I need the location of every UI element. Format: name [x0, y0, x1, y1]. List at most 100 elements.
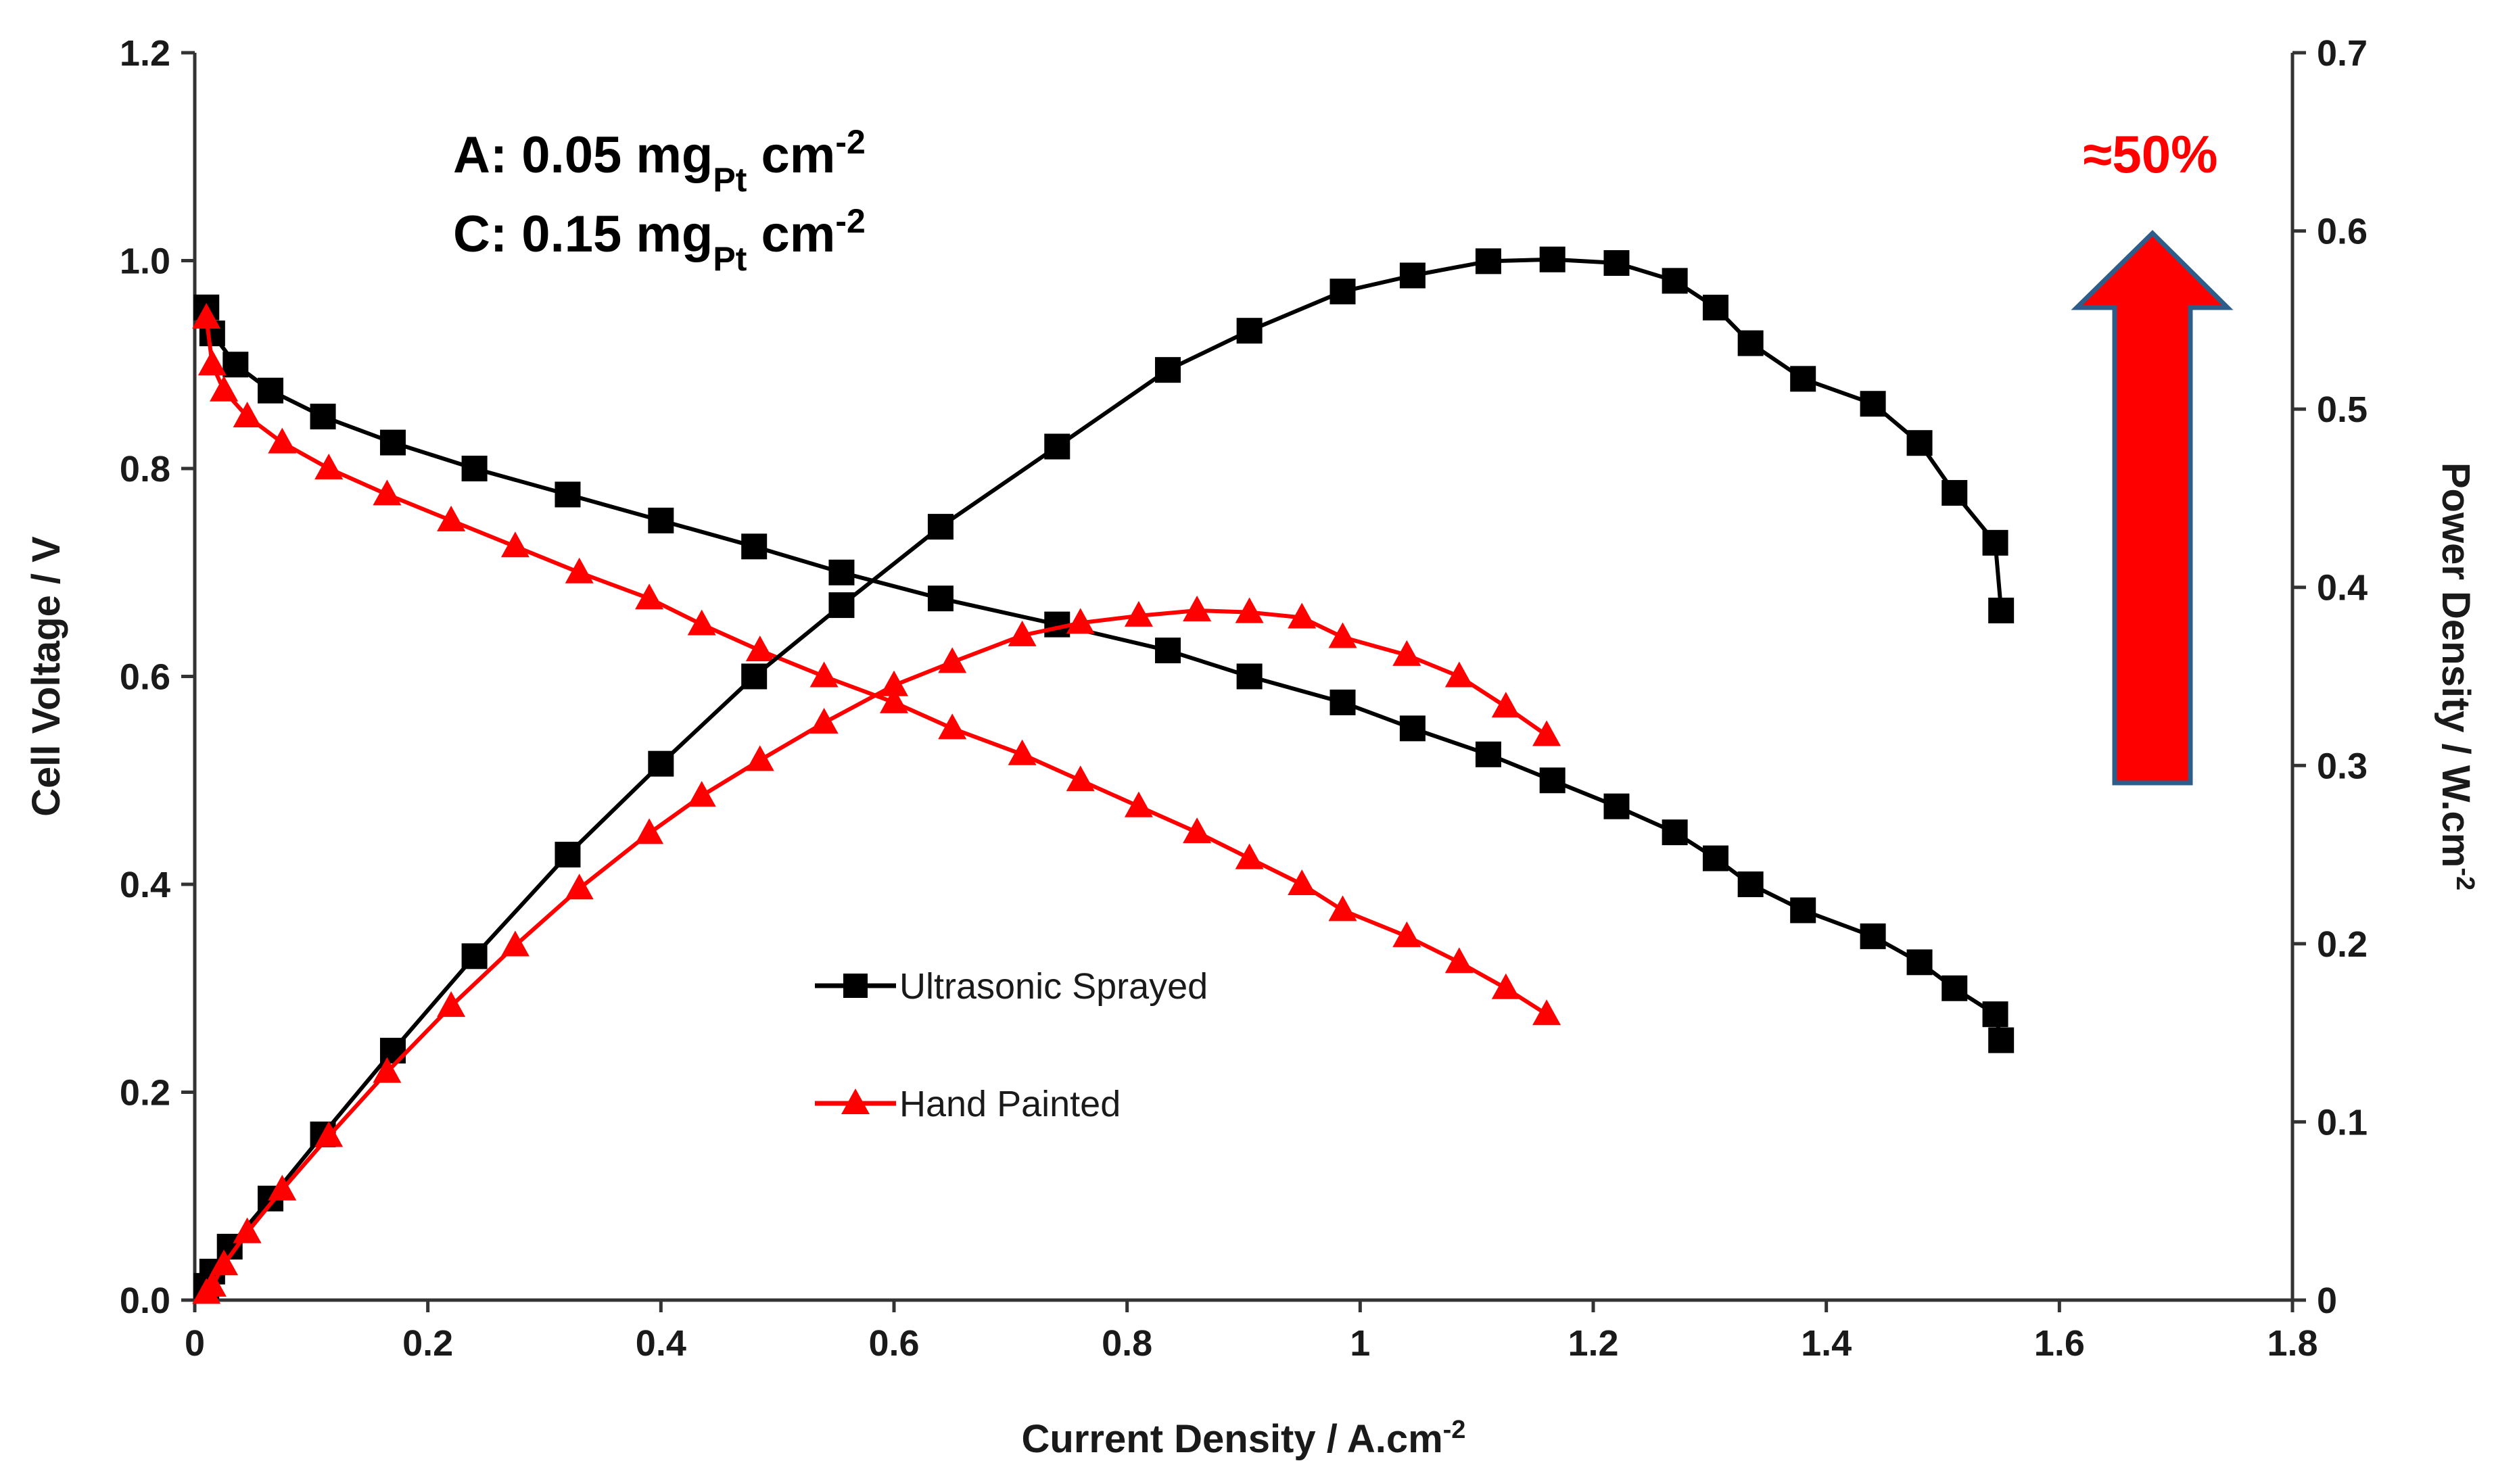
data-point-square [1236, 318, 1263, 344]
y-tick-label: 0.2 [120, 1073, 170, 1114]
legend-item-hand-painted: Hand Painted [815, 1084, 1121, 1124]
data-point-square [1906, 949, 1933, 976]
data-point-triangle [1124, 791, 1153, 817]
data-point-triangle [437, 991, 466, 1018]
data-point-square [1399, 262, 1426, 289]
data-point-triangle [1066, 765, 1095, 792]
data-point-square [1662, 268, 1688, 294]
data-point-triangle [1491, 692, 1520, 718]
x-tick-label: 0.6 [868, 1323, 919, 1364]
data-point-square [1539, 246, 1566, 272]
data-point-square [1737, 871, 1764, 897]
series-voltage-hand-painted [192, 303, 1561, 1026]
y-tick-label: 0.0 [120, 1280, 170, 1321]
data-point-triangle [1328, 895, 1357, 921]
series-line [204, 257, 2004, 1287]
y2-tick-label: 0.4 [2317, 568, 2368, 608]
legend-marker-triangle [841, 1088, 870, 1114]
data-point-square [1539, 767, 1566, 794]
data-point-square [461, 943, 488, 970]
legend-item-ultrasonic: Ultrasonic Sprayed [815, 966, 1208, 1007]
data-point-triangle [1124, 600, 1153, 627]
x-tick-label: 1.4 [1801, 1323, 1852, 1364]
data-point-square [1790, 897, 1816, 924]
legend-marker-square [843, 974, 868, 998]
x-axis-title: Current Density / A.cm-2 [1022, 1416, 1466, 1461]
x-axis-title-sup: -2 [1443, 1416, 1466, 1444]
cathode-sub: Pt [713, 240, 747, 278]
data-point-square [927, 585, 954, 612]
cathode-prefix: C: 0.15 mg [453, 206, 713, 263]
legend: Ultrasonic Sprayed Hand Painted [815, 966, 1208, 1124]
data-point-triangle [373, 1057, 402, 1083]
data-point-square [379, 429, 406, 456]
y-tick-label: 0.4 [120, 865, 170, 905]
data-point-triangle [809, 661, 839, 688]
data-point-triangle [1183, 596, 1212, 621]
data-point-square [1860, 923, 1886, 949]
y-tick-label: 1.0 [120, 241, 170, 282]
y2-tick-label: 0.5 [2317, 389, 2368, 430]
data-point-square [1942, 975, 1968, 1001]
data-point-triangle [210, 375, 239, 402]
data-point-triangle [1066, 608, 1095, 634]
data-point-square [1988, 597, 2015, 623]
series-layer [192, 246, 2015, 1304]
data-point-triangle [1183, 817, 1212, 844]
data-point-triangle [880, 670, 908, 696]
series-power-hand-painted [192, 596, 1561, 1304]
cathode-suffix: cm [747, 206, 835, 263]
data-point-triangle [197, 350, 227, 376]
x-axis-title-text: Current Density / A.cm [1022, 1417, 1443, 1461]
data-point-triangle [197, 1270, 227, 1297]
data-point-triangle [500, 930, 530, 957]
data-point-triangle [809, 708, 839, 734]
data-point-triangle [437, 505, 466, 531]
x-tick-label: 1.2 [1568, 1323, 1618, 1364]
data-point-triangle [687, 781, 716, 807]
anode-suffix: cm [747, 126, 835, 184]
data-point-triangle [1532, 999, 1561, 1026]
x-tick-label: 1.6 [2034, 1323, 2085, 1364]
data-point-triangle [314, 1121, 344, 1147]
data-point-triangle [880, 687, 908, 713]
data-point-square [1154, 357, 1181, 383]
data-point-triangle [1235, 597, 1264, 623]
data-point-square [1603, 250, 1630, 277]
data-point-triangle [1444, 661, 1474, 688]
x-tick-label: 0 [185, 1323, 205, 1364]
data-point-triangle [565, 873, 594, 900]
data-point-triangle [687, 609, 716, 636]
data-point-square [828, 559, 855, 585]
x-tick-label: 0.4 [636, 1323, 686, 1364]
data-point-triangle [1008, 739, 1037, 765]
data-point-square [222, 352, 249, 378]
data-point-square [1988, 1027, 2015, 1053]
y-tick-label: 0.6 [120, 657, 170, 698]
y2-axis-title: Power Density / W.cm-2 [2434, 462, 2479, 890]
anode-prefix: A: 0.05 mg [453, 126, 713, 184]
data-point-triangle [268, 1174, 297, 1201]
y-axis-title: Cell Voltage / V [24, 536, 68, 817]
data-point-square [1702, 845, 1728, 871]
series-line [204, 307, 2004, 1041]
axes: 0 0.2 0.4 0.6 0.8 1 1.2 1.4 1.6 1.8 0.0 0.2 0.4 0.6 0.… [120, 33, 2368, 1364]
data-point-square [741, 533, 768, 560]
data-point-triangle [1392, 921, 1421, 947]
data-point-square [741, 663, 768, 690]
improvement-arrow-icon [2071, 230, 2234, 786]
data-point-triangle [373, 479, 402, 506]
data-point-triangle [1288, 602, 1317, 629]
data-point-triangle [565, 557, 594, 583]
series-voltage-ultrasonic [193, 294, 2015, 1053]
data-point-square [1603, 793, 1630, 819]
y2-tick-label: 0.3 [2317, 746, 2368, 786]
data-point-triangle [1008, 620, 1037, 646]
data-point-triangle [1235, 843, 1264, 869]
data-point-square [461, 456, 488, 481]
data-point-square [1236, 663, 1263, 690]
y-tick-label: 1.2 [120, 33, 170, 74]
data-point-square [1154, 638, 1181, 664]
loading-annotation-anode: A: 0.05 mgPt cm-2 [453, 123, 866, 199]
